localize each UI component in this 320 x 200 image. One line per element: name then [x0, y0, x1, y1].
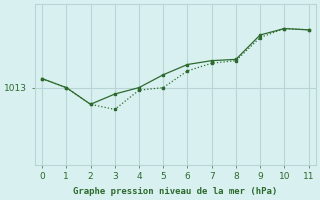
X-axis label: Graphe pression niveau de la mer (hPa): Graphe pression niveau de la mer (hPa) [73, 187, 277, 196]
